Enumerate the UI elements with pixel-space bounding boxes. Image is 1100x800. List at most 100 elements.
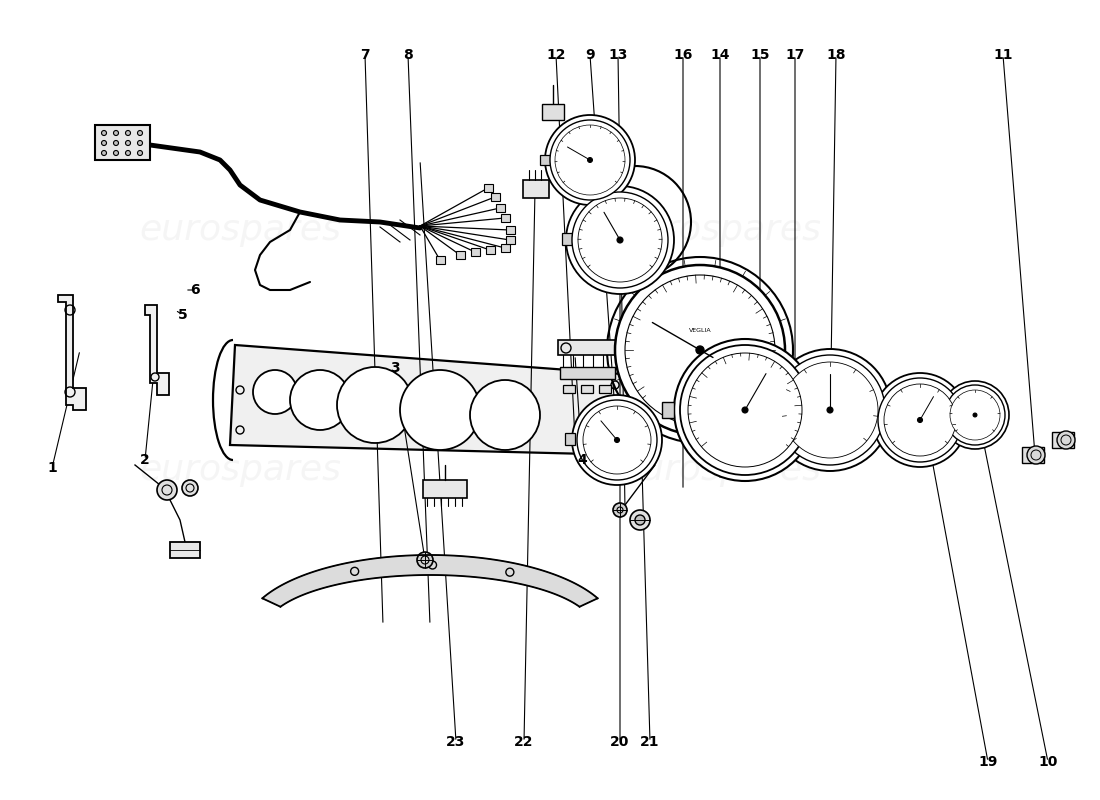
Text: 8: 8 (403, 48, 412, 62)
Bar (436, 256, 446, 264)
Bar (500, 244, 510, 252)
Circle shape (587, 158, 593, 162)
Text: 9: 9 (585, 48, 595, 62)
Circle shape (617, 237, 623, 243)
Text: 21: 21 (640, 735, 660, 749)
Circle shape (1057, 431, 1075, 449)
Text: 4: 4 (578, 453, 587, 467)
Circle shape (290, 370, 350, 430)
Circle shape (674, 339, 816, 481)
Polygon shape (230, 345, 635, 455)
Circle shape (827, 407, 833, 413)
Circle shape (583, 406, 651, 474)
Circle shape (950, 390, 1000, 440)
Circle shape (782, 362, 878, 458)
Circle shape (615, 265, 785, 435)
Circle shape (776, 355, 886, 465)
Circle shape (578, 400, 657, 480)
Text: eurospares: eurospares (139, 453, 341, 487)
Circle shape (688, 353, 802, 467)
Circle shape (572, 192, 668, 288)
Bar (662, 402, 674, 418)
Circle shape (615, 438, 619, 442)
Circle shape (917, 418, 923, 422)
Text: 13: 13 (608, 48, 628, 62)
Text: eurospares: eurospares (139, 213, 341, 247)
Text: VEGLIA: VEGLIA (689, 328, 712, 333)
Circle shape (630, 510, 650, 530)
Text: 23: 23 (447, 735, 465, 749)
Circle shape (572, 395, 662, 485)
Text: 7: 7 (360, 48, 370, 62)
Circle shape (974, 413, 977, 417)
Circle shape (945, 385, 1005, 445)
Circle shape (884, 384, 956, 456)
Bar (456, 251, 465, 259)
Bar (500, 214, 510, 222)
Bar (522, 180, 549, 198)
Circle shape (138, 141, 143, 146)
Circle shape (182, 480, 198, 496)
Bar (506, 226, 515, 234)
Bar (496, 204, 505, 212)
Circle shape (578, 198, 662, 282)
Circle shape (556, 125, 625, 195)
Bar (506, 236, 515, 244)
Text: 17: 17 (785, 48, 805, 62)
Circle shape (157, 480, 177, 500)
Circle shape (878, 378, 962, 462)
Text: 11: 11 (993, 48, 1013, 62)
Circle shape (613, 503, 627, 517)
Bar (558, 340, 618, 355)
Text: 22: 22 (515, 735, 534, 749)
Text: 14: 14 (711, 48, 729, 62)
Circle shape (101, 150, 107, 155)
Bar (581, 385, 593, 393)
Circle shape (113, 130, 119, 135)
Circle shape (940, 381, 1009, 449)
Bar (1022, 447, 1044, 463)
Circle shape (101, 141, 107, 146)
Circle shape (101, 130, 107, 135)
Bar (170, 542, 200, 558)
Bar (868, 415, 878, 425)
Circle shape (635, 515, 645, 525)
Circle shape (470, 380, 540, 450)
Bar (540, 155, 550, 165)
Circle shape (769, 349, 891, 471)
Text: eurospares: eurospares (619, 213, 821, 247)
Circle shape (400, 370, 480, 450)
Bar (424, 480, 468, 498)
Circle shape (125, 150, 131, 155)
Circle shape (113, 141, 119, 146)
Circle shape (544, 115, 635, 205)
Circle shape (680, 345, 810, 475)
Circle shape (873, 373, 967, 467)
Bar (560, 367, 615, 379)
Bar (486, 246, 495, 254)
Circle shape (113, 150, 119, 155)
Circle shape (742, 407, 748, 413)
Text: 12: 12 (547, 48, 565, 62)
Text: 20: 20 (610, 735, 629, 749)
Bar (565, 433, 575, 445)
Circle shape (625, 275, 776, 425)
Circle shape (253, 370, 297, 414)
Circle shape (138, 150, 143, 155)
Text: 2: 2 (140, 453, 150, 467)
Circle shape (696, 346, 704, 354)
Circle shape (566, 186, 674, 294)
Circle shape (125, 130, 131, 135)
Bar (95, 125, 150, 160)
Bar (562, 233, 572, 245)
Circle shape (550, 120, 630, 200)
Text: 10: 10 (1038, 755, 1058, 769)
Bar (563, 385, 575, 393)
Text: 3: 3 (390, 361, 399, 375)
Circle shape (138, 130, 143, 135)
Polygon shape (145, 305, 169, 395)
Bar (764, 403, 776, 415)
Polygon shape (58, 295, 86, 410)
Bar (1052, 432, 1074, 448)
Text: 15: 15 (750, 48, 770, 62)
